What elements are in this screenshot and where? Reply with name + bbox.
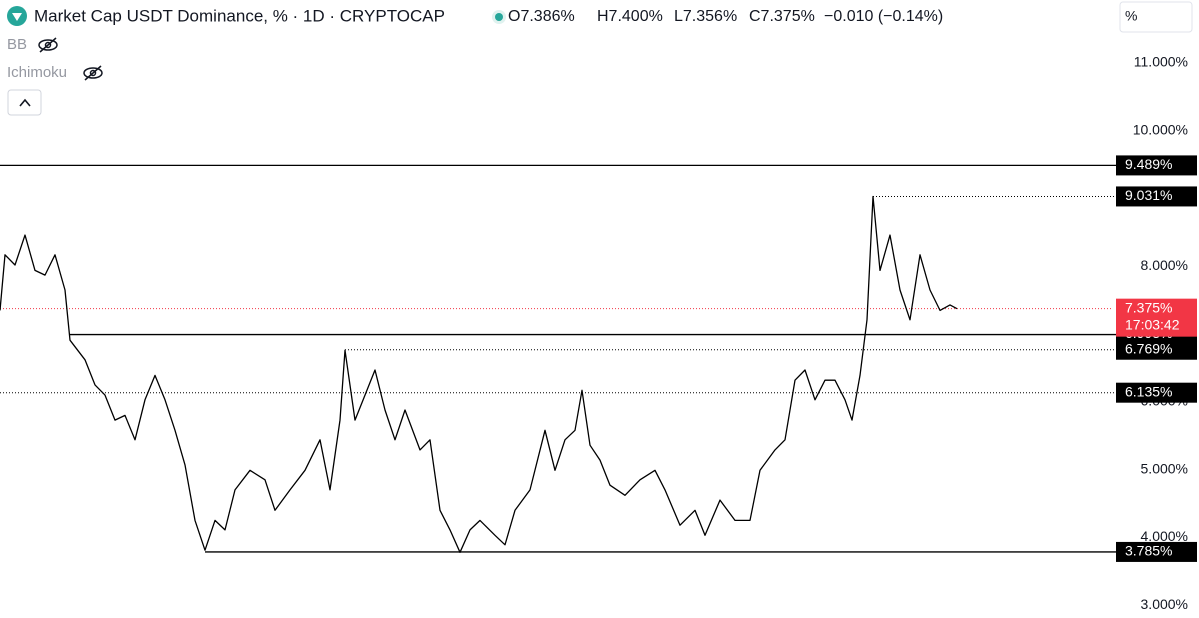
indicator-bb[interactable]: BB xyxy=(7,36,27,53)
ohlc-low: L7.356% xyxy=(674,8,737,25)
title: Market Cap USDT Dominance, % · 1D · CRYP… xyxy=(34,6,445,25)
last-price-box xyxy=(1116,298,1197,337)
ohlc-high: H7.400% xyxy=(597,8,663,25)
ohlc-open: O7.386% xyxy=(508,8,575,25)
level-label-box xyxy=(1116,541,1197,562)
scale-button[interactable] xyxy=(1119,1,1193,33)
collapse-button[interactable] xyxy=(7,89,42,116)
y-tick-label: 5.000% xyxy=(1141,460,1188,476)
level-label: 9.489% xyxy=(1125,156,1172,172)
level-label-box xyxy=(1116,339,1197,360)
indicator-ichimoku[interactable]: Ichimoku xyxy=(7,64,67,81)
status-dot xyxy=(495,13,503,21)
level-label: 6.135% xyxy=(1125,383,1172,399)
y-tick-label: 10.000% xyxy=(1133,121,1188,137)
price-line xyxy=(0,195,958,553)
scale-button-label: % xyxy=(1125,8,1137,24)
level-label: 9.031% xyxy=(1125,187,1172,203)
ohlc-change: −0.010 (−0.14%) xyxy=(824,8,943,25)
countdown-label: 17:03:42 xyxy=(1125,316,1180,332)
y-tick-label: 3.000% xyxy=(1141,596,1188,612)
caret-icon xyxy=(19,98,31,107)
y-tick-label: 4.000% xyxy=(1141,528,1188,544)
y-tick-label: 8.000% xyxy=(1141,257,1188,273)
y-tick-label: 11.000% xyxy=(1134,54,1188,70)
eye-off-icon[interactable] xyxy=(83,65,103,81)
level-label: 3.785% xyxy=(1125,543,1172,559)
symbol-icon-glyph xyxy=(12,13,22,21)
ohlc-close: C7.375% xyxy=(749,8,815,25)
last-price-label: 7.375% xyxy=(1125,299,1172,315)
eye-off-icon[interactable] xyxy=(38,37,58,53)
level-label: 6.769% xyxy=(1125,340,1172,356)
level-label-box xyxy=(1116,382,1197,403)
level-label-box xyxy=(1116,155,1197,176)
level-label-box xyxy=(1116,186,1197,207)
